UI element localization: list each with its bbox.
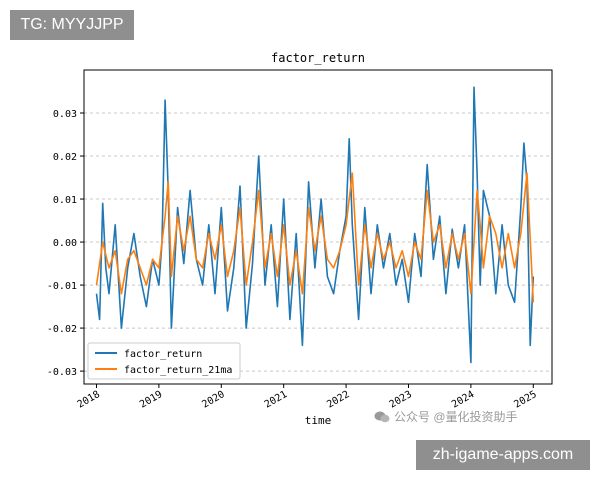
x-tick-label: 2021 <box>263 389 289 411</box>
bottom-label-overlay: zh-igame-apps.com <box>416 440 590 470</box>
wechat-icon <box>374 411 390 422</box>
y-tick-label: 0.03 <box>53 109 77 120</box>
x-tick-label: 2019 <box>138 389 164 411</box>
x-axis: 2018 2019 2020 2021 2022 2023 2024 2025 <box>76 384 539 411</box>
plot-frame <box>83 69 553 385</box>
chart-title: factor_return <box>271 51 365 65</box>
series-line-factor-return-21ma <box>95 172 535 303</box>
x-tick-label: 2022 <box>325 389 351 411</box>
legend-label-factor-return-21ma: factor_return_21ma <box>124 365 232 376</box>
y-tick-label: 0.01 <box>53 195 77 206</box>
x-tick-label: 2018 <box>76 389 102 411</box>
top-label-overlay: TG: MYYJJPP <box>10 10 134 40</box>
x-tick-label: 2020 <box>200 389 226 411</box>
x-axis-label: time <box>305 414 332 427</box>
legend-label-factor-return: factor_return <box>124 349 202 360</box>
y-tick-label: 0.00 <box>53 238 77 249</box>
watermark-text: 公众号 @量化投资助手 <box>394 410 518 424</box>
watermark: 公众号 @量化投资助手 <box>374 408 518 425</box>
legend: factor_return factor_return_21ma <box>87 342 241 380</box>
y-tick-label: -0.02 <box>47 324 77 335</box>
series-line-factor-return <box>95 86 535 364</box>
y-tick-label: -0.03 <box>47 367 77 378</box>
y-tick-label: -0.01 <box>47 281 77 292</box>
series-layer <box>95 86 535 364</box>
y-axis: -0.03 -0.02 -0.01 0.00 0.01 0.02 0.03 <box>47 109 84 378</box>
y-tick-label: 0.02 <box>53 152 77 163</box>
legend-box <box>87 342 241 380</box>
